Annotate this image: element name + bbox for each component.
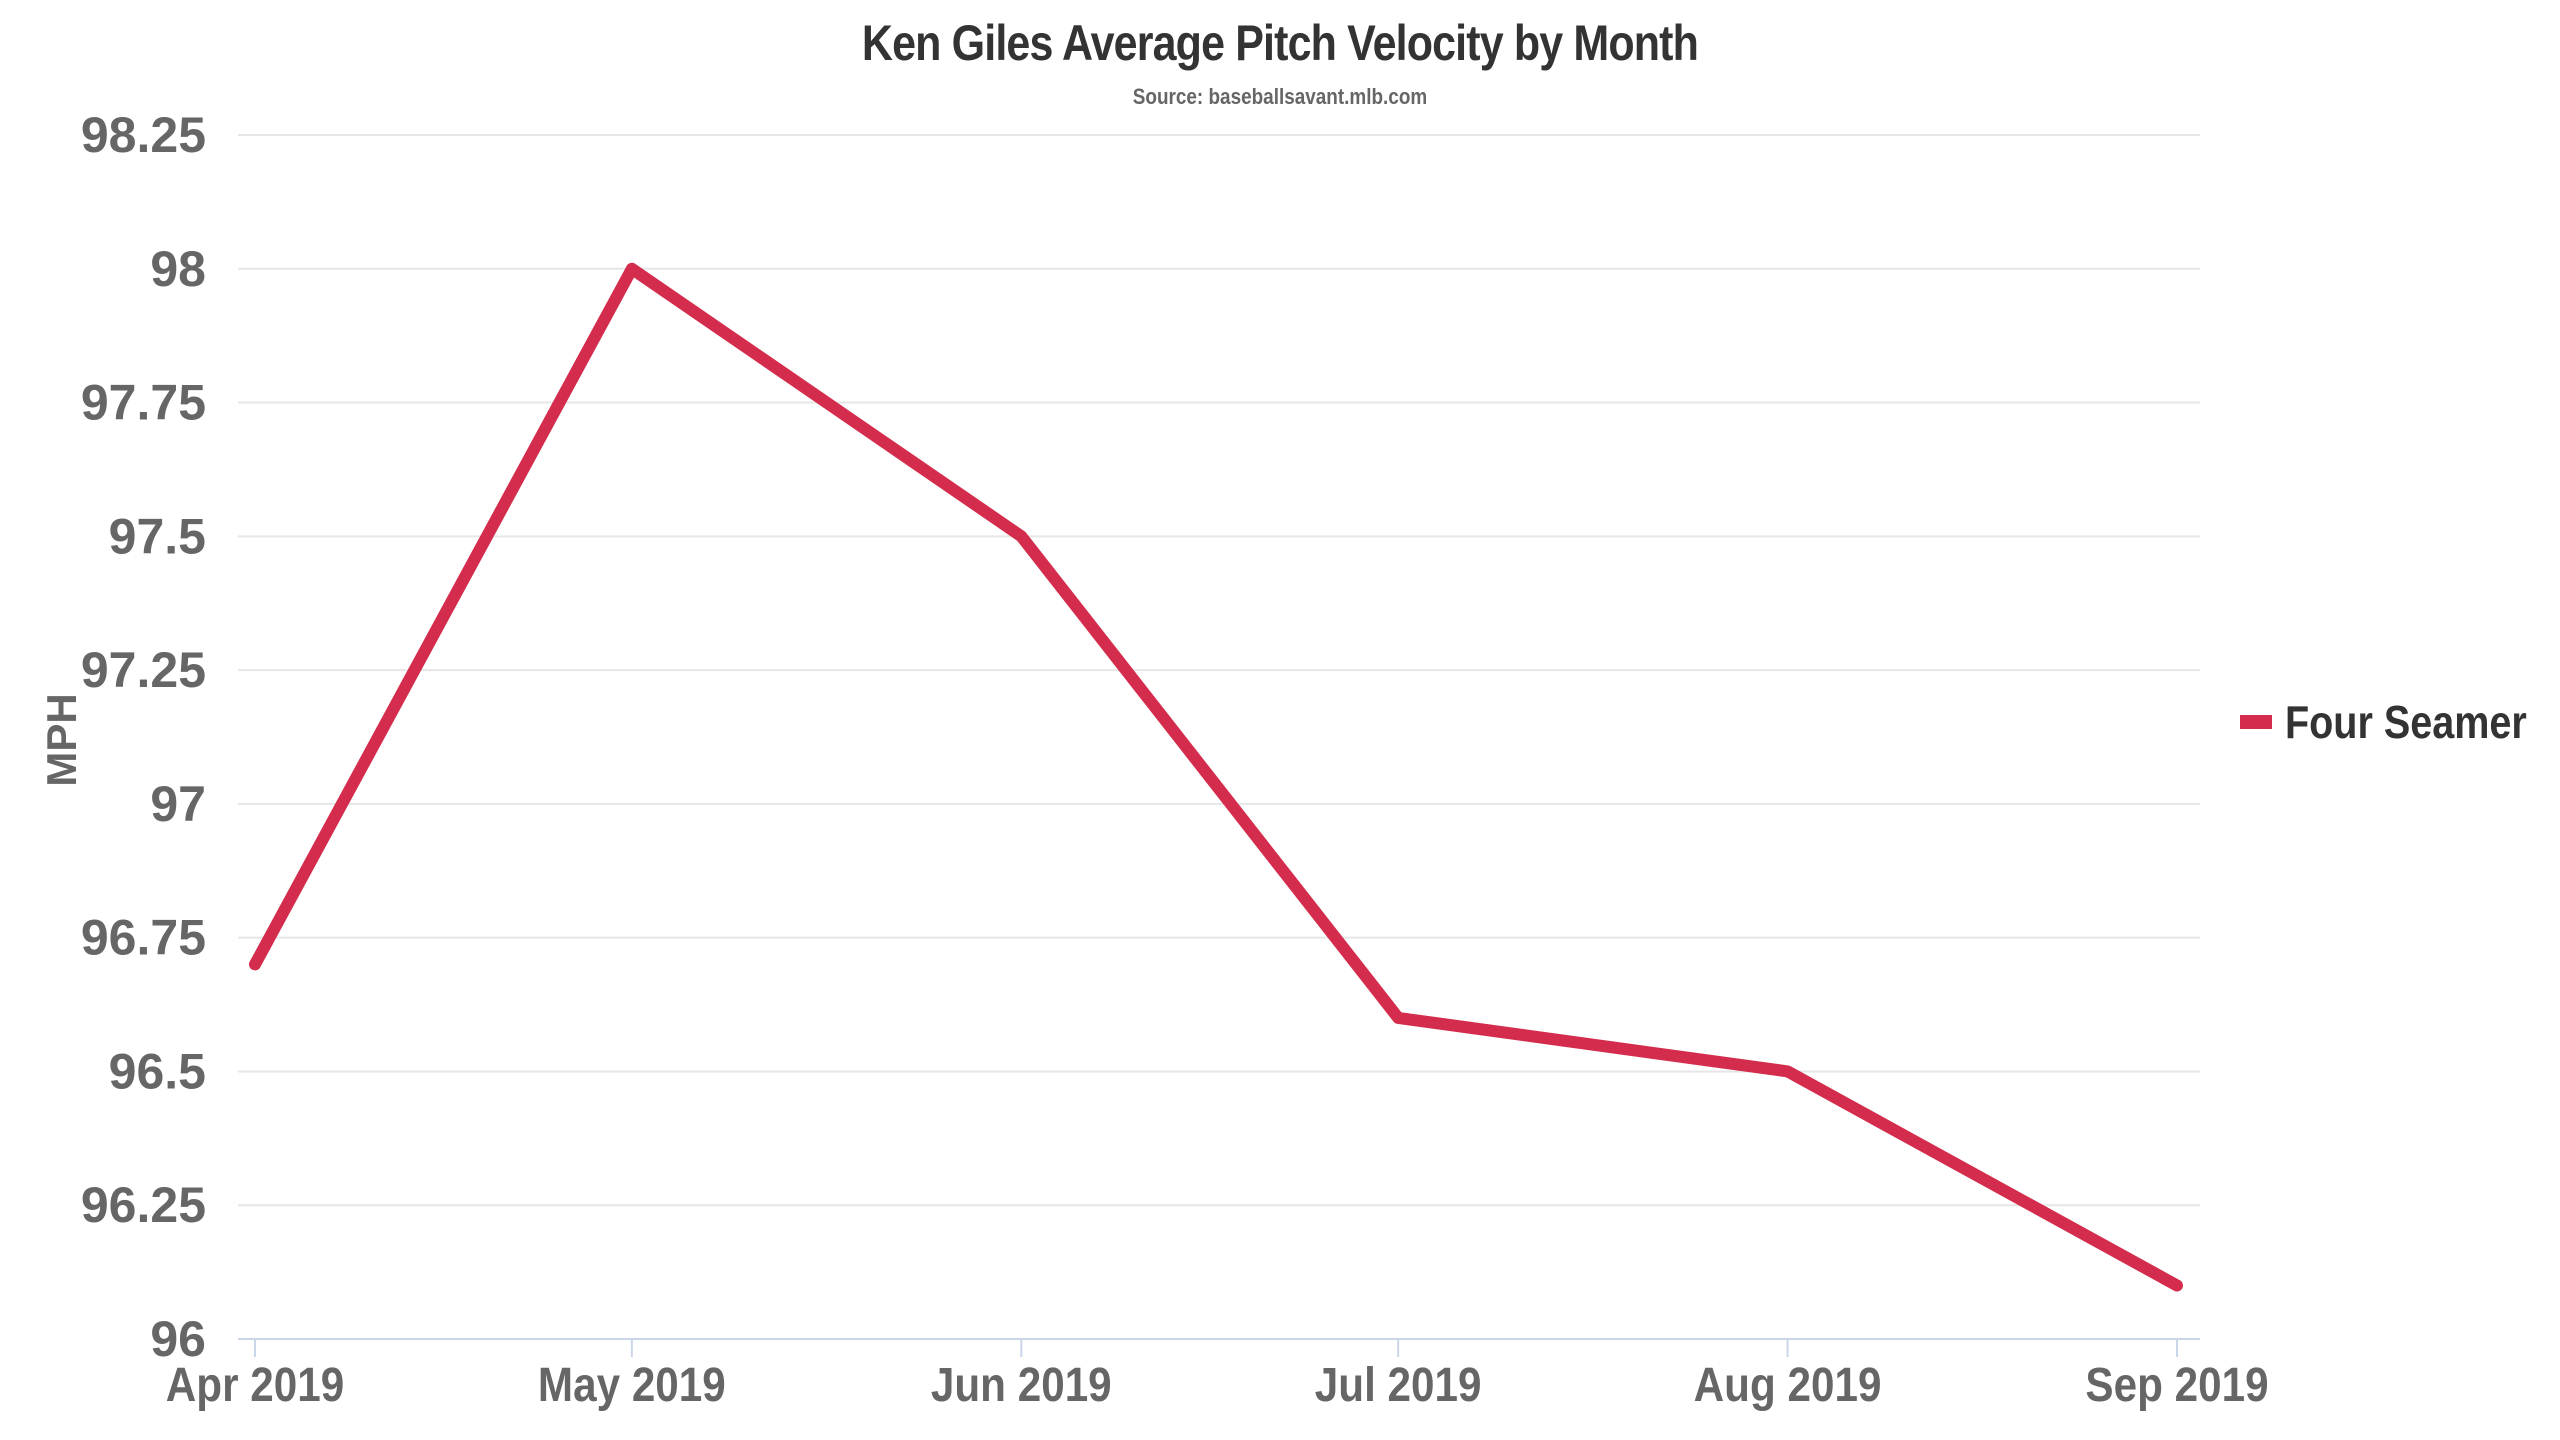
legend-item-label[interactable]: Four Seamer bbox=[2285, 697, 2527, 748]
x-tick-label: Sep 2019 bbox=[2085, 1357, 2268, 1411]
chart-title: Ken Giles Average Pitch Velocity by Mont… bbox=[861, 15, 1699, 71]
y-tick-label: 96.25 bbox=[81, 1177, 206, 1233]
chart-subtitle: Source: baseballsavant.mlb.com bbox=[1132, 84, 1428, 109]
y-tick-label: 97 bbox=[150, 776, 206, 832]
series-line-four-seamer[interactable] bbox=[249, 262, 2183, 1292]
legend-swatch bbox=[2240, 715, 2272, 729]
y-tick-label: 97.75 bbox=[81, 375, 206, 431]
y-tick-label: 96 bbox=[150, 1311, 206, 1367]
y-axis-ticks: 96 96.25 96.5 96.75 97 97.25 97.5 97.75 98 98.25 bbox=[81, 107, 206, 1367]
y-tick-label: 97.25 bbox=[81, 642, 206, 698]
x-tick-label: Jul 2019 bbox=[1315, 1357, 1482, 1411]
y-tick-label: 96.5 bbox=[109, 1043, 206, 1099]
y-tick-label: 98 bbox=[150, 241, 206, 297]
y-axis-title: MPH bbox=[38, 693, 85, 786]
x-tick-label: May 2019 bbox=[538, 1357, 726, 1411]
x-tick-label: Jun 2019 bbox=[931, 1357, 1112, 1411]
series-lines bbox=[249, 262, 2183, 1292]
x-axis: Apr 2019 May 2019 Jun 2019 Jul 2019 Aug 2019… bbox=[166, 1338, 2269, 1412]
y-tick-label: 97.5 bbox=[109, 508, 206, 564]
legend[interactable]: Four Seamer bbox=[2240, 697, 2527, 749]
y-tick-label: 96.75 bbox=[81, 910, 206, 966]
x-tick-label: Apr 2019 bbox=[166, 1357, 344, 1411]
gridlines bbox=[238, 134, 2200, 1207]
y-tick-label: 98.25 bbox=[81, 107, 206, 163]
x-tick-label: Aug 2019 bbox=[1694, 1357, 1882, 1411]
